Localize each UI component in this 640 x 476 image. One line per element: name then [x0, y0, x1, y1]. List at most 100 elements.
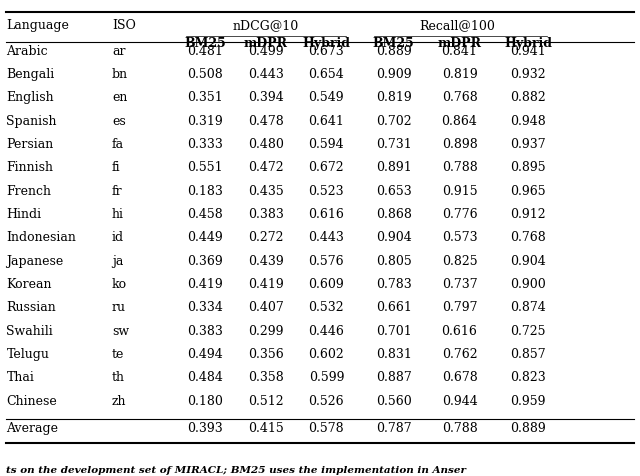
Text: 0.909: 0.909 [376, 68, 412, 81]
Text: 0.449: 0.449 [187, 231, 223, 244]
Text: Persian: Persian [6, 138, 54, 151]
Text: 0.394: 0.394 [248, 91, 284, 104]
Text: 0.797: 0.797 [442, 301, 477, 314]
Text: 0.819: 0.819 [442, 68, 477, 81]
Text: BM25: BM25 [372, 37, 415, 50]
Text: 0.484: 0.484 [187, 371, 223, 384]
Text: 0.523: 0.523 [308, 185, 344, 198]
Text: English: English [6, 91, 54, 104]
Text: 0.594: 0.594 [308, 138, 344, 151]
Text: nDCG@10: nDCG@10 [232, 19, 299, 32]
Text: 0.576: 0.576 [308, 255, 344, 268]
Text: 0.494: 0.494 [187, 348, 223, 361]
Text: Spanish: Spanish [6, 115, 57, 128]
Text: 0.616: 0.616 [308, 208, 344, 221]
Text: Finnish: Finnish [6, 161, 53, 174]
Text: 0.673: 0.673 [308, 45, 344, 58]
Text: te: te [112, 348, 124, 361]
Text: 0.762: 0.762 [442, 348, 477, 361]
Text: fa: fa [112, 138, 124, 151]
Text: 0.272: 0.272 [248, 231, 284, 244]
Text: 0.882: 0.882 [510, 91, 546, 104]
Text: 0.654: 0.654 [308, 68, 344, 81]
Text: 0.904: 0.904 [376, 231, 412, 244]
Text: ts on the development set of MIRACL; BM25 uses the implementation in Anser: ts on the development set of MIRACL; BM2… [6, 466, 467, 476]
Text: 0.393: 0.393 [187, 422, 223, 435]
Text: 0.609: 0.609 [308, 278, 344, 291]
Text: 0.661: 0.661 [376, 301, 412, 314]
Text: 0.333: 0.333 [187, 138, 223, 151]
Text: 0.898: 0.898 [442, 138, 477, 151]
Text: mDPR: mDPR [438, 37, 481, 50]
Text: 0.499: 0.499 [248, 45, 284, 58]
Text: 0.887: 0.887 [376, 371, 412, 384]
Text: 0.383: 0.383 [187, 325, 223, 337]
Text: ja: ja [112, 255, 124, 268]
Text: Indonesian: Indonesian [6, 231, 76, 244]
Text: 0.904: 0.904 [510, 255, 546, 268]
Text: Hybrid: Hybrid [504, 37, 552, 50]
Text: 0.383: 0.383 [248, 208, 284, 221]
Text: Russian: Russian [6, 301, 56, 314]
Text: Korean: Korean [6, 278, 52, 291]
Text: 0.787: 0.787 [376, 422, 412, 435]
Text: Average: Average [6, 422, 58, 435]
Text: 0.937: 0.937 [510, 138, 546, 151]
Text: fr: fr [112, 185, 123, 198]
Text: 0.788: 0.788 [442, 422, 477, 435]
Text: 0.768: 0.768 [442, 91, 477, 104]
Text: 0.183: 0.183 [187, 185, 223, 198]
Text: 0.823: 0.823 [510, 371, 546, 384]
Text: 0.299: 0.299 [248, 325, 284, 337]
Text: ko: ko [112, 278, 127, 291]
Text: 0.900: 0.900 [510, 278, 546, 291]
Text: 0.864: 0.864 [442, 115, 477, 128]
Text: 0.512: 0.512 [248, 395, 284, 407]
Text: Recall@100: Recall@100 [420, 19, 495, 32]
Text: 0.959: 0.959 [510, 395, 546, 407]
Text: 0.443: 0.443 [308, 231, 344, 244]
Text: Chinese: Chinese [6, 395, 57, 407]
Text: Swahili: Swahili [6, 325, 53, 337]
Text: 0.653: 0.653 [376, 185, 412, 198]
Text: French: French [6, 185, 51, 198]
Text: 0.912: 0.912 [510, 208, 546, 221]
Text: 0.825: 0.825 [442, 255, 477, 268]
Text: ar: ar [112, 45, 125, 58]
Text: 0.819: 0.819 [376, 91, 412, 104]
Text: th: th [112, 371, 125, 384]
Text: 0.895: 0.895 [510, 161, 546, 174]
Text: 0.944: 0.944 [442, 395, 477, 407]
Text: 0.369: 0.369 [187, 255, 223, 268]
Text: 0.526: 0.526 [308, 395, 344, 407]
Text: 0.435: 0.435 [248, 185, 284, 198]
Text: Arabic: Arabic [6, 45, 48, 58]
Text: en: en [112, 91, 127, 104]
Text: es: es [112, 115, 125, 128]
Text: fi: fi [112, 161, 120, 174]
Text: 0.948: 0.948 [510, 115, 546, 128]
Text: 0.788: 0.788 [442, 161, 477, 174]
Text: 0.641: 0.641 [308, 115, 344, 128]
Text: 0.458: 0.458 [187, 208, 223, 221]
Text: Bengali: Bengali [6, 68, 54, 81]
Text: 0.481: 0.481 [187, 45, 223, 58]
Text: 0.874: 0.874 [510, 301, 546, 314]
Text: Hybrid: Hybrid [302, 37, 351, 50]
Text: Thai: Thai [6, 371, 35, 384]
Text: 0.768: 0.768 [510, 231, 546, 244]
Text: 0.868: 0.868 [376, 208, 412, 221]
Text: 0.407: 0.407 [248, 301, 284, 314]
Text: 0.702: 0.702 [376, 115, 412, 128]
Text: 0.419: 0.419 [187, 278, 223, 291]
Text: 0.480: 0.480 [248, 138, 284, 151]
Text: 0.334: 0.334 [187, 301, 223, 314]
Text: 0.351: 0.351 [187, 91, 223, 104]
Text: 0.831: 0.831 [376, 348, 412, 361]
Text: 0.602: 0.602 [308, 348, 344, 361]
Text: 0.965: 0.965 [510, 185, 546, 198]
Text: 0.180: 0.180 [187, 395, 223, 407]
Text: zh: zh [112, 395, 127, 407]
Text: Telugu: Telugu [6, 348, 49, 361]
Text: 0.446: 0.446 [308, 325, 344, 337]
